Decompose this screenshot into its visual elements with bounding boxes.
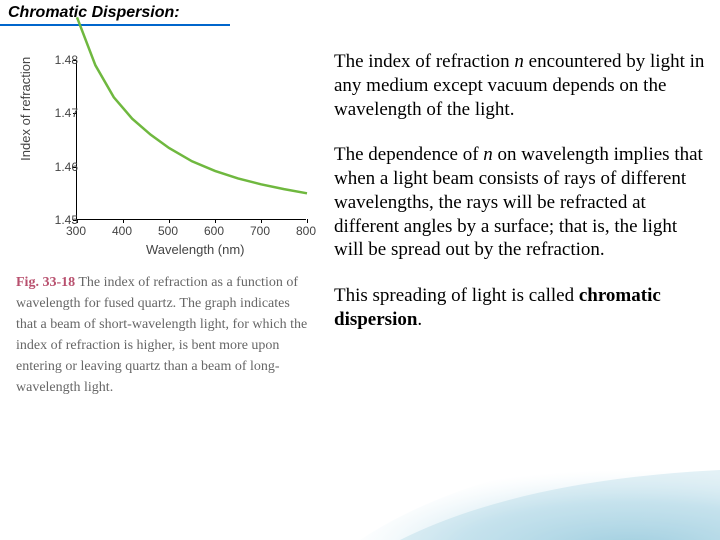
x-tick-label: 300 (66, 224, 86, 238)
paragraph-3: This spreading of light is called chroma… (334, 284, 710, 332)
title-bar: Chromatic Dispersion: (0, 0, 230, 26)
x-tick (261, 219, 262, 223)
x-tick-label: 500 (158, 224, 178, 238)
p1-n: n (514, 51, 524, 72)
y-tick-label: 1.47 (55, 106, 78, 120)
x-tick (169, 219, 170, 223)
x-tick-label: 600 (204, 224, 224, 238)
x-tick-label: 700 (250, 224, 270, 238)
x-tick-label: 800 (296, 224, 316, 238)
curve-svg (77, 60, 307, 220)
p3-a: This spreading of light is called (334, 285, 579, 306)
x-tick (123, 219, 124, 223)
y-axis-label: Index of refraction (18, 57, 33, 161)
caption-body: The index of refraction as a function of… (16, 275, 307, 395)
figure-caption: Fig. 33-18 The index of refraction as a … (16, 272, 330, 398)
y-tick-label: 1.46 (55, 160, 78, 174)
left-column: Index of refraction Wavelength (nm) 1.45… (0, 50, 330, 398)
p3-c: . (417, 309, 422, 330)
decorative-swoosh (360, 400, 720, 540)
plot-area (76, 60, 306, 220)
page-title: Chromatic Dispersion: (8, 4, 180, 21)
y-tick-label: 1.48 (55, 53, 78, 67)
p2-n: n (483, 144, 493, 165)
p1-a: The index of refraction (334, 51, 514, 72)
paragraph-1: The index of refraction n encountered by… (334, 50, 710, 121)
right-column: The index of refraction n encountered by… (330, 50, 720, 398)
x-tick (215, 219, 216, 223)
figure-label: Fig. 33-18 (16, 275, 75, 290)
dispersion-chart: Index of refraction Wavelength (nm) 1.45… (16, 50, 316, 260)
p2-a: The dependence of (334, 144, 483, 165)
paragraph-2: The dependence of n on wavelength implie… (334, 143, 710, 262)
x-tick (307, 219, 308, 223)
x-tick-label: 400 (112, 224, 132, 238)
content: Index of refraction Wavelength (nm) 1.45… (0, 50, 720, 398)
x-axis-label: Wavelength (nm) (146, 242, 245, 257)
